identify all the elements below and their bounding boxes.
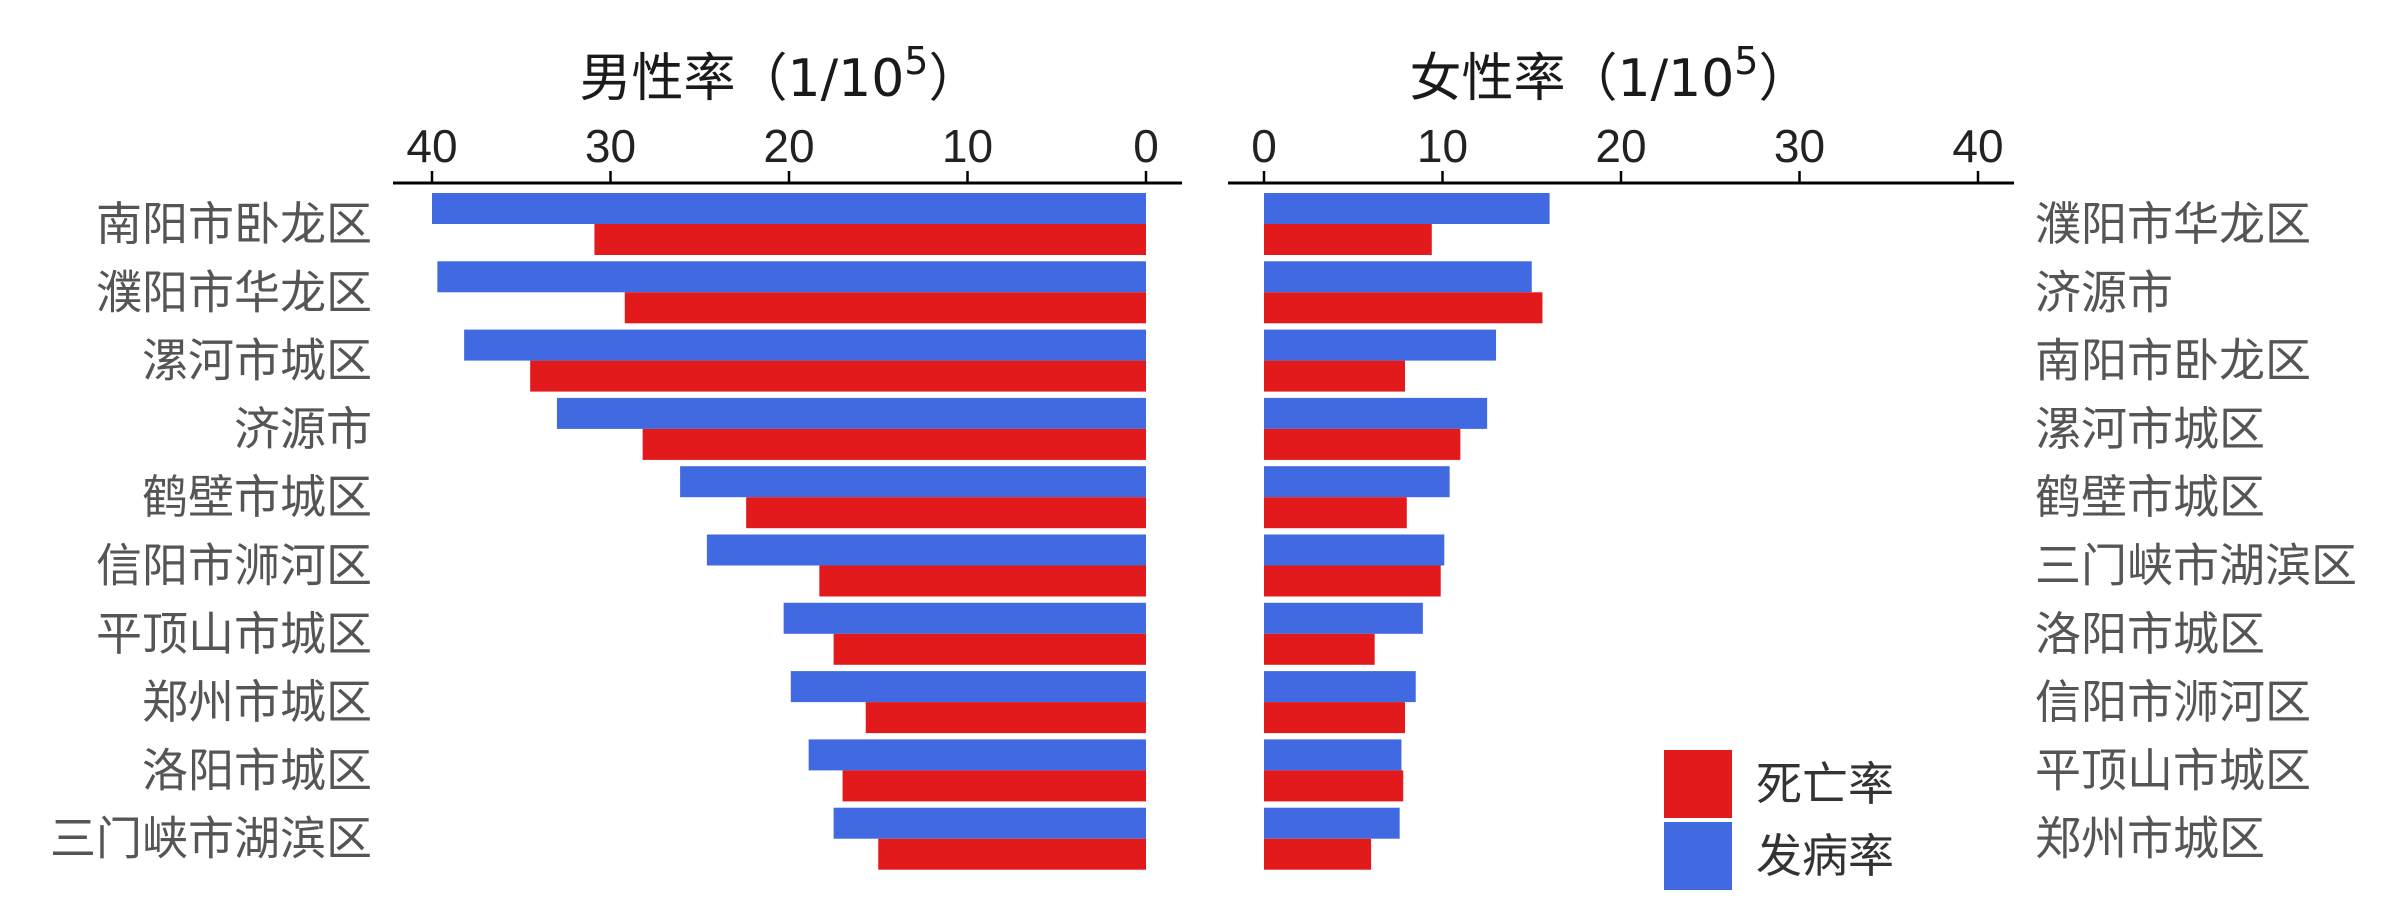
female-mortality-bar <box>1264 224 1432 255</box>
male-incidence-bar <box>437 261 1147 293</box>
female-category-label: 三门峡市湖滨区 <box>2035 539 2357 593</box>
female-category-label: 信阳市浉河区 <box>2035 675 2311 729</box>
female-incidence-bar <box>1264 534 1445 566</box>
female-panel: 女性率（1/105） 0 10 20 30 40 濮阳市华龙区济源市南阳市卧龙区漯河市城区鹤… <box>1228 39 2357 870</box>
female-category-label: 鹤壁市城区 <box>2035 470 2265 524</box>
male-mortality-bar <box>594 224 1146 255</box>
male-incidence-bar <box>680 466 1146 498</box>
male-incidence-bar <box>833 807 1146 839</box>
female-panel-title: 女性率（1/105） <box>1410 39 1811 109</box>
female-incidence-bar <box>1264 602 1423 634</box>
male-category-label: 三门峡市湖滨区 <box>50 812 372 866</box>
female-category-label: 漯河市城区 <box>2035 402 2265 456</box>
male-incidence-bar <box>706 534 1146 566</box>
female-incidence-bar <box>1264 671 1416 703</box>
male-category-label: 郑州市城区 <box>142 675 372 729</box>
male-mortality-bar <box>624 292 1146 324</box>
male-mortality-bar <box>819 565 1146 597</box>
male-category-label: 南阳市卧龙区 <box>96 197 372 251</box>
male-incidence-bar <box>556 397 1146 429</box>
male-category-label: 漯河市城区 <box>142 334 372 388</box>
legend-label-mortality: 死亡率 <box>1756 757 1894 811</box>
female-category-label: 郑州市城区 <box>2035 812 2265 866</box>
female-incidence-bar <box>1264 329 1497 361</box>
male-x-tick-label: 10 <box>942 120 993 172</box>
female-category-label: 济源市 <box>2035 265 2173 319</box>
female-x-tick-label: 0 <box>1251 120 1277 172</box>
legend-swatch-incidence <box>1664 822 1732 890</box>
male-category-label: 鹤壁市城区 <box>142 470 372 524</box>
female-mortality-bar <box>1264 497 1407 529</box>
male-incidence-bar <box>790 671 1146 703</box>
male-category-label: 平顶山市城区 <box>96 607 372 661</box>
male-x-tick-label: 0 <box>1133 120 1159 172</box>
female-x-tick-label: 30 <box>1774 120 1825 172</box>
male-mortality-bar <box>865 702 1146 734</box>
male-category-label: 濮阳市华龙区 <box>96 265 372 319</box>
female-incidence-bar <box>1264 193 1550 224</box>
female-x-tick-label: 20 <box>1595 120 1646 172</box>
male-panel-title: 男性率（1/105） <box>580 39 981 109</box>
male-incidence-bar <box>783 602 1146 634</box>
female-mortality-bar <box>1264 633 1375 665</box>
female-mortality-bar <box>1264 360 1406 392</box>
female-incidence-bar <box>1264 807 1400 839</box>
female-x-tick-label: 10 <box>1417 120 1468 172</box>
female-incidence-bar <box>1264 397 1488 429</box>
female-category-label: 洛阳市城区 <box>2035 607 2265 661</box>
female-category-label: 濮阳市华龙区 <box>2035 197 2311 251</box>
female-incidence-bar <box>1264 739 1402 771</box>
male-panel: 男性率（1/105） 40 30 20 10 0 南阳市卧龙区濮阳市华龙区漯河市城区济源市鹤… <box>50 39 1182 870</box>
female-mortality-bar <box>1264 428 1461 460</box>
female-mortality-bar <box>1264 838 1372 870</box>
female-mortality-bar <box>1264 565 1441 597</box>
male-incidence-bar <box>808 739 1146 771</box>
male-x-tick-label: 40 <box>406 120 457 172</box>
female-mortality-bar <box>1264 702 1406 734</box>
legend-swatch-mortality <box>1664 750 1732 818</box>
female-category-label: 平顶山市城区 <box>2035 743 2311 797</box>
female-category-label: 南阳市卧龙区 <box>2035 334 2311 388</box>
female-x-tick-label: 40 <box>1952 120 2003 172</box>
male-incidence-bar <box>432 193 1146 224</box>
female-mortality-bar <box>1264 292 1543 324</box>
male-mortality-bar <box>530 360 1146 392</box>
male-x-tick-label: 30 <box>585 120 636 172</box>
female-incidence-bar <box>1264 261 1532 293</box>
male-incidence-bar <box>464 329 1146 361</box>
male-mortality-bar <box>746 497 1146 529</box>
male-x-tick-label: 20 <box>763 120 814 172</box>
male-category-label: 济源市 <box>234 402 372 456</box>
male-mortality-bar <box>642 428 1146 460</box>
male-mortality-bar <box>833 633 1146 665</box>
male-mortality-bar <box>842 770 1146 802</box>
male-category-label: 信阳市浉河区 <box>96 539 372 593</box>
female-mortality-bar <box>1264 770 1404 802</box>
legend-label-incidence: 发病率 <box>1756 829 1894 883</box>
female-incidence-bar <box>1264 466 1450 498</box>
male-category-label: 洛阳市城区 <box>142 743 372 797</box>
male-mortality-bar <box>878 838 1146 870</box>
